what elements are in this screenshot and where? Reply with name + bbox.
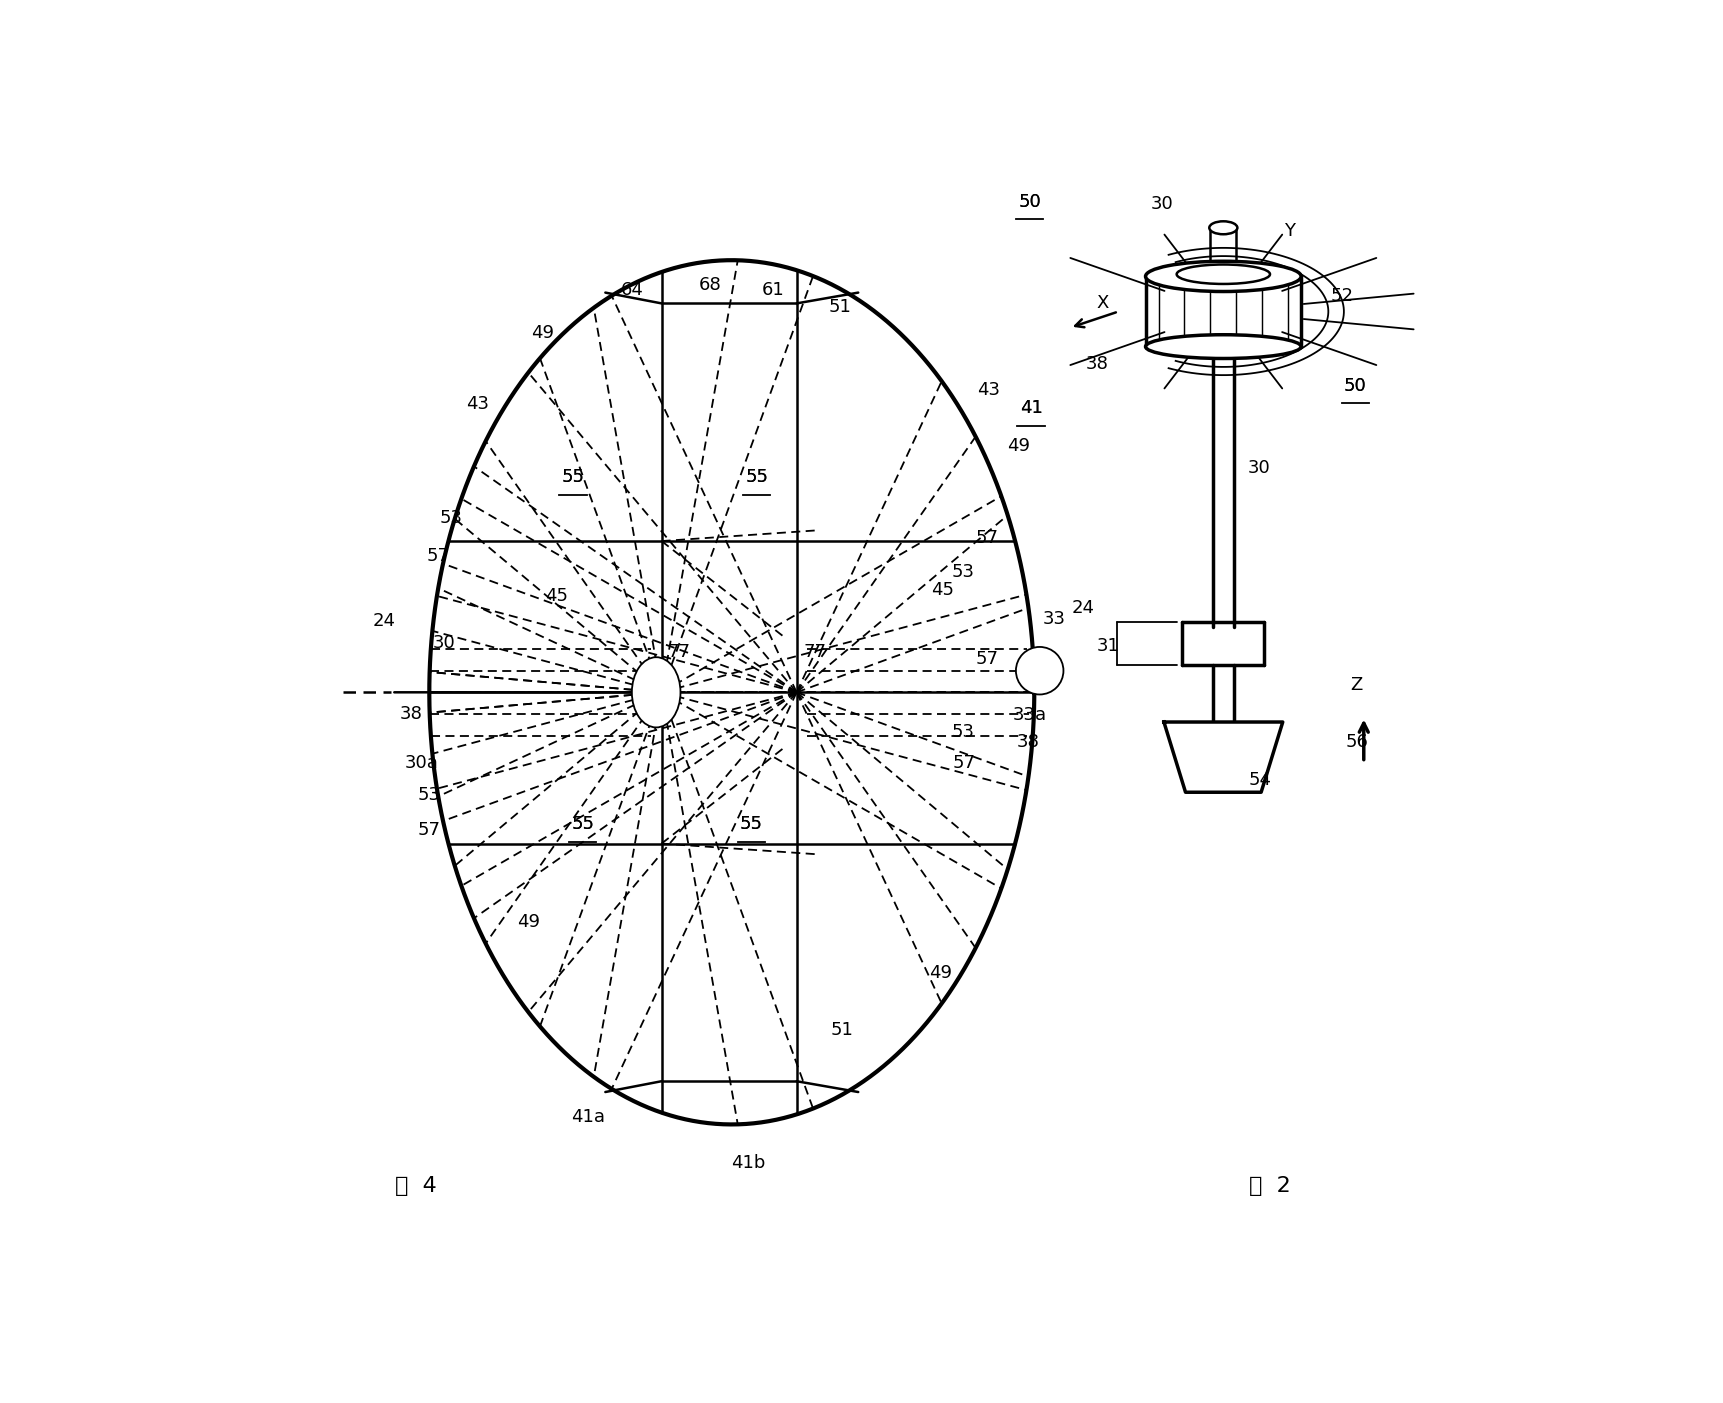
Text: 55: 55	[739, 815, 763, 833]
Text: 50: 50	[1344, 376, 1366, 394]
Text: 49: 49	[517, 913, 541, 932]
Text: Y: Y	[1284, 222, 1294, 240]
Text: 50: 50	[1018, 192, 1041, 210]
Text: 57: 57	[427, 547, 450, 565]
Text: 57: 57	[953, 753, 975, 772]
Text: 30a: 30a	[405, 753, 439, 772]
Polygon shape	[1165, 723, 1282, 793]
Text: 41: 41	[1020, 400, 1042, 417]
Text: 24: 24	[1072, 599, 1094, 617]
Text: 53: 53	[439, 509, 462, 528]
Text: 77: 77	[803, 644, 827, 661]
Text: 图  4: 图 4	[396, 1176, 438, 1195]
Text: 77: 77	[667, 644, 691, 661]
Text: 43: 43	[467, 394, 489, 412]
Text: 55: 55	[562, 469, 584, 487]
Text: 38: 38	[1017, 732, 1039, 751]
Ellipse shape	[632, 657, 681, 727]
Text: 41a: 41a	[570, 1108, 605, 1125]
Text: 30: 30	[1151, 195, 1173, 213]
Text: 50: 50	[1018, 192, 1041, 210]
Text: 49: 49	[929, 964, 951, 982]
Text: 52: 52	[1330, 286, 1354, 304]
Text: 50: 50	[1344, 376, 1366, 394]
Text: 49: 49	[1006, 436, 1030, 455]
Circle shape	[1017, 647, 1063, 694]
Text: 55: 55	[572, 815, 594, 833]
Ellipse shape	[1210, 265, 1237, 278]
Text: 30: 30	[1247, 459, 1270, 477]
Text: 30: 30	[432, 634, 457, 651]
Text: 33: 33	[1042, 610, 1065, 629]
Text: 55: 55	[744, 469, 768, 487]
Text: 24: 24	[372, 612, 396, 630]
Text: 图  2: 图 2	[1249, 1176, 1291, 1195]
Text: 38: 38	[1085, 355, 1108, 373]
Text: 57: 57	[417, 821, 441, 839]
Text: 51: 51	[830, 1021, 853, 1040]
Text: 54: 54	[1249, 770, 1272, 788]
Text: 33a: 33a	[1013, 706, 1048, 724]
Text: 57: 57	[975, 650, 998, 668]
Text: 41: 41	[1020, 400, 1042, 417]
Text: 51: 51	[829, 297, 851, 316]
Text: 55: 55	[572, 815, 594, 833]
Text: 68: 68	[700, 276, 722, 295]
Ellipse shape	[1146, 261, 1301, 292]
Text: 53: 53	[417, 786, 441, 804]
Text: 45: 45	[930, 581, 955, 599]
Text: 61: 61	[762, 282, 784, 299]
Text: 55: 55	[739, 815, 763, 833]
Text: 53: 53	[951, 564, 975, 581]
Text: 55: 55	[744, 469, 768, 487]
Text: 43: 43	[977, 380, 1001, 398]
Ellipse shape	[1146, 335, 1301, 359]
Text: 56: 56	[1346, 732, 1368, 751]
Text: 45: 45	[544, 588, 569, 605]
Text: 38: 38	[400, 704, 422, 723]
Text: 41b: 41b	[731, 1155, 765, 1173]
Ellipse shape	[1210, 222, 1237, 234]
Text: 53: 53	[951, 724, 975, 741]
Ellipse shape	[1177, 265, 1270, 283]
Text: 57: 57	[975, 529, 998, 547]
Text: 49: 49	[531, 324, 555, 341]
Text: 55: 55	[562, 469, 584, 487]
Text: 31: 31	[1096, 637, 1120, 655]
Text: X: X	[1096, 295, 1108, 313]
Text: 64: 64	[620, 282, 644, 299]
Text: Z: Z	[1351, 676, 1363, 693]
